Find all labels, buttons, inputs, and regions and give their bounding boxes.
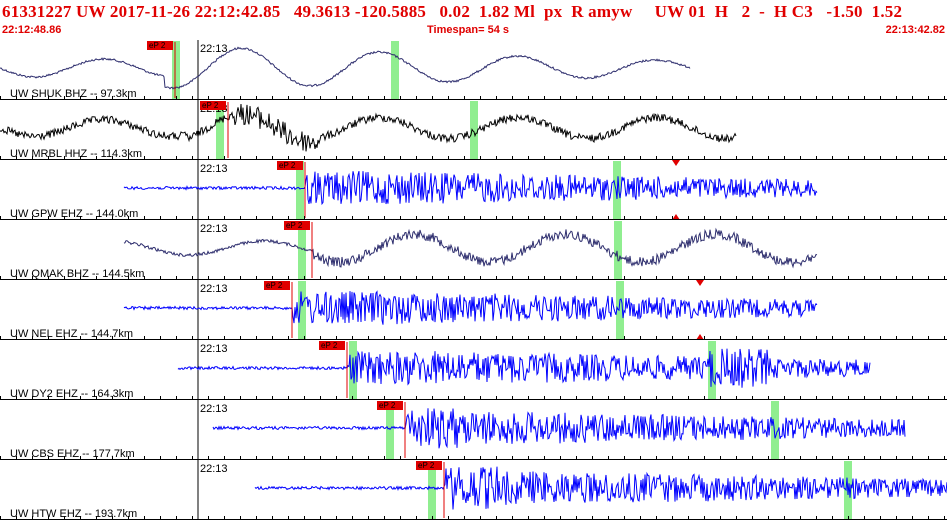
amplitude-marker [696,280,704,286]
pick-label: eP 2 [202,101,219,110]
amplitude-marker [672,160,680,166]
waveform-trace [0,103,737,152]
pick-label: eP 2 [418,461,435,470]
channel-panel: 22:13 eP 2 UW NEL EHZ -- 144.7km [0,280,947,340]
phase-marker [216,101,224,159]
pick-label: eP 2 [321,341,338,350]
phase-marker [614,221,622,279]
waveform-trace [0,46,691,90]
pick-flag[interactable] [277,161,303,170]
channel-label: UW GPW EHZ -- 144.0km [10,208,138,220]
minute-label: 22:13 [200,43,228,55]
phase-marker [391,41,399,99]
pick-flag[interactable] [264,281,290,290]
channel-label: UW MRBL HHZ -- 114.3km [10,148,142,160]
channel-panel: 22:13 eP 2 UW HTW EHZ -- 193.7km [0,460,947,520]
minute-label: 22:13 [200,283,228,295]
waveform-trace [123,170,818,206]
timespan-label: Timespan= 54 s [427,24,510,36]
phase-marker [616,281,624,339]
minute-label: 22:13 [200,163,228,175]
waveform-trace [254,466,947,510]
seismogram-plot: 22:13 eP 2 UW SHUK BHZ -- 97.3km 22:13 eP 2 U… [0,40,947,520]
phase-marker [296,161,304,219]
amplitude-marker [696,334,704,340]
channel-label: UW SHUK BHZ -- 97.3km [10,88,137,100]
minute-label: 22:13 [200,223,228,235]
pick-flag[interactable] [377,401,403,410]
pick-flag[interactable] [147,41,173,50]
pick-flag[interactable] [416,461,442,470]
channel-label: UW QMAK BHZ -- 144.5km [10,268,144,280]
start-time-label: 22:12:48.86 [2,24,62,36]
minute-label: 22:13 [200,403,228,415]
channel-panel: 22:13 eP 2 UW SHUK BHZ -- 97.3km [0,40,947,100]
pick-label: eP 2 [149,41,166,50]
channel-panel: 22:13 eP 2 UW QMAK BHZ -- 144.5km [0,220,947,280]
waveform-trace [212,408,906,449]
channel-label: UW NEL EHZ -- 144.7km [10,328,133,340]
phase-marker [298,281,306,339]
channel-label: UW HTW EHZ -- 193.7km [10,508,137,520]
pick-flag[interactable] [284,221,310,230]
channel-panel: 22:13 eP 2 UW CBS EHZ -- 177.7km [0,400,947,460]
channel-label: UW DY2 EHZ -- 164.3km [10,388,133,400]
pick-flag[interactable] [200,101,226,110]
channel-panel: 22:13 eP 2 UW GPW EHZ -- 144.0km [0,160,947,220]
waveform-trace [123,290,818,325]
channel-label: UW CBS EHZ -- 177.7km [10,448,135,460]
phase-marker [470,101,478,159]
amplitude-marker [672,214,680,220]
waveform-trace [177,348,871,388]
end-time-label: 22:13:42.82 [885,24,945,36]
pick-label: eP 2 [286,221,303,230]
seismogram-panels: 22:13 eP 2 UW SHUK BHZ -- 97.3km 22:13 eP 2 U… [0,40,947,520]
pick-label: eP 2 [379,401,396,410]
phase-marker [172,41,180,99]
minute-label: 22:13 [200,463,228,475]
pick-label: eP 2 [279,161,296,170]
event-summary-title: 61331227 UW 2017-11-26 22:12:42.85 49.36… [2,2,903,21]
phase-marker [428,461,436,519]
header-bar: 61331227 UW 2017-11-26 22:12:42.85 49.36… [0,0,947,40]
phase-marker [771,401,779,459]
channel-panel: 22:13 eP 2 UW DY2 EHZ -- 164.3km [0,340,947,400]
pick-flag[interactable] [319,341,345,350]
pick-label: eP 2 [266,281,283,290]
minute-label: 22:13 [200,343,228,355]
waveform-trace [123,227,818,269]
